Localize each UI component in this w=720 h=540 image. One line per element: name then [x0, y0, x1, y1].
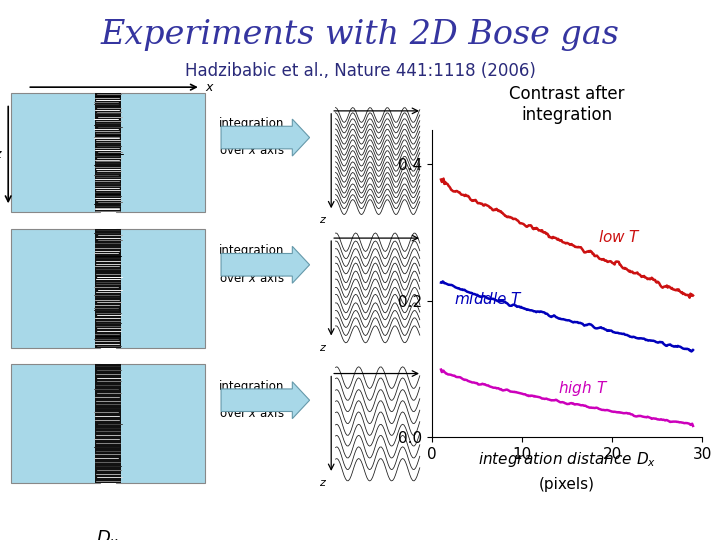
FancyArrow shape [221, 246, 310, 284]
Bar [12, 229, 100, 348]
Bar [116, 364, 204, 483]
Text: $x$: $x$ [204, 81, 215, 94]
Text: integration: integration [219, 117, 284, 130]
FancyArrow shape [221, 382, 310, 418]
Text: $D_x$: $D_x$ [96, 528, 120, 540]
Bar [95, 364, 121, 483]
Bar [95, 229, 121, 348]
Text: Hadzibabic et al., Nature 441:1118 (2006): Hadzibabic et al., Nature 441:1118 (2006… [184, 62, 536, 80]
Text: integration: integration [219, 245, 284, 258]
Text: over $x$ axis: over $x$ axis [219, 143, 284, 157]
Text: $z$: $z$ [0, 148, 3, 161]
Text: integration distance $D_x$: integration distance $D_x$ [477, 450, 656, 469]
FancyArrow shape [221, 119, 310, 156]
Bar [116, 93, 204, 212]
Text: $z$: $z$ [318, 342, 327, 353]
Text: Contrast after: Contrast after [509, 85, 624, 103]
Text: integration: integration [219, 380, 284, 393]
Text: Experiments with 2D Bose gas: Experiments with 2D Bose gas [101, 19, 619, 51]
Text: middle $T$: middle $T$ [454, 291, 523, 307]
Text: $z$: $z$ [318, 215, 327, 225]
Text: $z$: $z$ [318, 478, 327, 488]
Bar [12, 93, 100, 212]
Text: low $T$: low $T$ [598, 230, 642, 246]
Bar [95, 93, 121, 212]
Text: integration: integration [521, 106, 612, 124]
Text: high $T$: high $T$ [558, 379, 608, 398]
Text: (pixels): (pixels) [539, 477, 595, 492]
Text: over $x$ axis: over $x$ axis [219, 406, 284, 420]
Bar [116, 229, 204, 348]
Bar [12, 364, 100, 483]
Text: over $x$ axis: over $x$ axis [219, 271, 284, 285]
